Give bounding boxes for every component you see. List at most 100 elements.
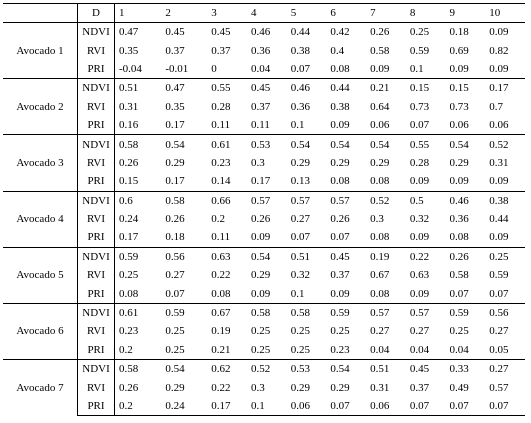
column-header: 3 xyxy=(207,3,247,23)
value-cell: 0.66 xyxy=(207,190,247,210)
value-cell: 0.7 xyxy=(489,100,503,113)
value-cell: 0.06 xyxy=(370,119,390,132)
table-row: RVI 0.26 0.29 0.22 0.3 0.29 0.29 0.31 0.37 0.49 0.… xyxy=(3,378,525,397)
value-cell: 0.23 xyxy=(330,343,350,356)
group-name: Avocado 3 xyxy=(3,134,78,192)
value-cell: 0.32 xyxy=(290,269,310,282)
value-cell: 0.29 xyxy=(330,156,350,169)
value-cell: 0.07 xyxy=(326,396,367,417)
value-cell: 0.46 xyxy=(247,22,287,42)
value-cell: 0.07 xyxy=(405,396,446,417)
value-cell: 0.27 xyxy=(290,213,310,226)
value-cell: 0.37 xyxy=(165,44,185,57)
value-cell: 0.07 xyxy=(445,396,486,417)
value-cell: 0.26 xyxy=(330,213,350,226)
column-header: 2 xyxy=(161,3,208,23)
value-cell: 0.38 xyxy=(290,44,310,57)
value-cell: 0.09 xyxy=(409,231,430,244)
value-cell: -0.01 xyxy=(165,62,189,75)
index-name: NDVI xyxy=(77,302,115,323)
value-cell: 0.26 xyxy=(119,156,139,169)
value-cell: 0.69 xyxy=(449,44,469,57)
value-cell: 0.38 xyxy=(485,190,525,210)
value-cell: 0.06 xyxy=(489,119,509,132)
column-header: 10 xyxy=(485,3,525,23)
value-cell: 0.49 xyxy=(449,381,469,394)
value-cell: 0.09 xyxy=(370,62,390,75)
value-cell: 0.42 xyxy=(326,22,367,42)
value-cell: 0.05 xyxy=(489,343,509,356)
value-cell: 0.09 xyxy=(489,175,509,188)
table-row: PRI 0.16 0.17 0.11 0.11 0.1 0.09 0.06 0.07 0.06 0.… xyxy=(3,115,525,135)
value-cell: 0.11 xyxy=(211,119,231,132)
value-cell: 0.25 xyxy=(251,343,271,356)
value-cell: 0.08 xyxy=(330,175,350,188)
value-cell: 0.04 xyxy=(449,343,469,356)
column-header: 1 xyxy=(114,3,162,23)
value-cell: 0.28 xyxy=(409,156,430,169)
index-name: NDVI xyxy=(77,246,115,267)
table-row: PRI -0.04 -0.01 0 0.04 0.07 0.08 0.09 0.1 0.09 0.0… xyxy=(3,59,525,79)
value-cell: 0.18 xyxy=(165,231,185,244)
value-cell: 0.29 xyxy=(290,381,310,394)
value-cell: 0.26 xyxy=(165,213,185,226)
header-row: D 1 2 3 4 5 6 7 8 9 10 xyxy=(3,3,525,23)
value-cell: 0.09 xyxy=(485,22,525,42)
index-name: PRI xyxy=(77,228,115,248)
value-cell: 0.2 xyxy=(119,343,133,356)
index-name: PRI xyxy=(77,396,115,417)
index-name: RVI xyxy=(77,41,115,60)
value-cell: 0.07 xyxy=(489,287,509,300)
value-cell: 0.54 xyxy=(445,134,486,154)
table-header: D 1 2 3 4 5 6 7 8 9 10 xyxy=(3,3,525,23)
value-cell: 0.17 xyxy=(251,175,271,188)
value-cell: 0.52 xyxy=(366,190,406,210)
value-cell: 0.08 xyxy=(449,231,469,244)
value-cell: 0.27 xyxy=(409,325,430,338)
value-cell: 0.29 xyxy=(290,156,310,169)
group-name: Avocado 2 xyxy=(3,78,78,135)
table-row: RVI 0.23 0.25 0.19 0.25 0.25 0.25 0.27 0.27 0.25 0… xyxy=(3,322,525,341)
value-cell: 0.37 xyxy=(409,381,430,394)
value-cell: 0.09 xyxy=(489,231,509,244)
value-cell: 0.19 xyxy=(366,246,406,267)
value-cell: 0.09 xyxy=(251,231,271,244)
value-cell: 0.51 xyxy=(366,359,406,379)
table-row: RVI 0.31 0.35 0.28 0.37 0.36 0.38 0.64 0.73 0.73 0… xyxy=(3,97,525,116)
value-cell: 0.32 xyxy=(409,213,430,226)
value-cell: 0.52 xyxy=(485,134,525,154)
value-cell: 0.25 xyxy=(330,325,350,338)
index-name: PRI xyxy=(77,59,115,79)
value-cell: 0.27 xyxy=(165,269,185,282)
value-cell: 0.44 xyxy=(489,213,509,226)
value-cell: 0.1 xyxy=(247,396,287,417)
value-cell: 0.31 xyxy=(370,381,390,394)
index-name: RVI xyxy=(77,266,115,285)
value-cell: 0.56 xyxy=(161,246,208,267)
column-header: 5 xyxy=(286,3,327,23)
value-cell: 0.18 xyxy=(445,22,486,42)
value-cell: 0.21 xyxy=(366,78,406,98)
value-cell: 0.17 xyxy=(485,78,525,98)
value-cell: 0.58 xyxy=(286,302,327,323)
value-cell: 0.67 xyxy=(370,269,390,282)
value-cell: 0.59 xyxy=(445,302,486,323)
value-cell: 0.58 xyxy=(247,302,287,323)
value-cell: 0.04 xyxy=(409,343,430,356)
value-cell: 0.25 xyxy=(290,325,310,338)
value-cell: 0.27 xyxy=(489,325,509,338)
value-cell: 0.07 xyxy=(165,287,185,300)
value-cell: 0.2 xyxy=(114,396,162,417)
value-cell: 0.54 xyxy=(247,246,287,267)
value-cell: 0.22 xyxy=(405,246,446,267)
value-cell: 0.63 xyxy=(207,246,247,267)
value-cell: 0.26 xyxy=(251,213,271,226)
table-row: PRI 0.15 0.17 0.14 0.17 0.13 0.08 0.08 0.09 0.09 0… xyxy=(3,172,525,192)
value-cell: 0.27 xyxy=(485,359,525,379)
table-row: Avocado 5 NDVI 0.59 0.56 0.63 0.54 0.51 0.45 0.1… xyxy=(3,246,525,304)
index-name: RVI xyxy=(77,322,115,341)
value-cell: 0.06 xyxy=(286,396,327,417)
value-cell: 0.17 xyxy=(165,119,185,132)
group-name: Avocado 4 xyxy=(3,190,78,248)
value-cell: 0.36 xyxy=(449,213,469,226)
